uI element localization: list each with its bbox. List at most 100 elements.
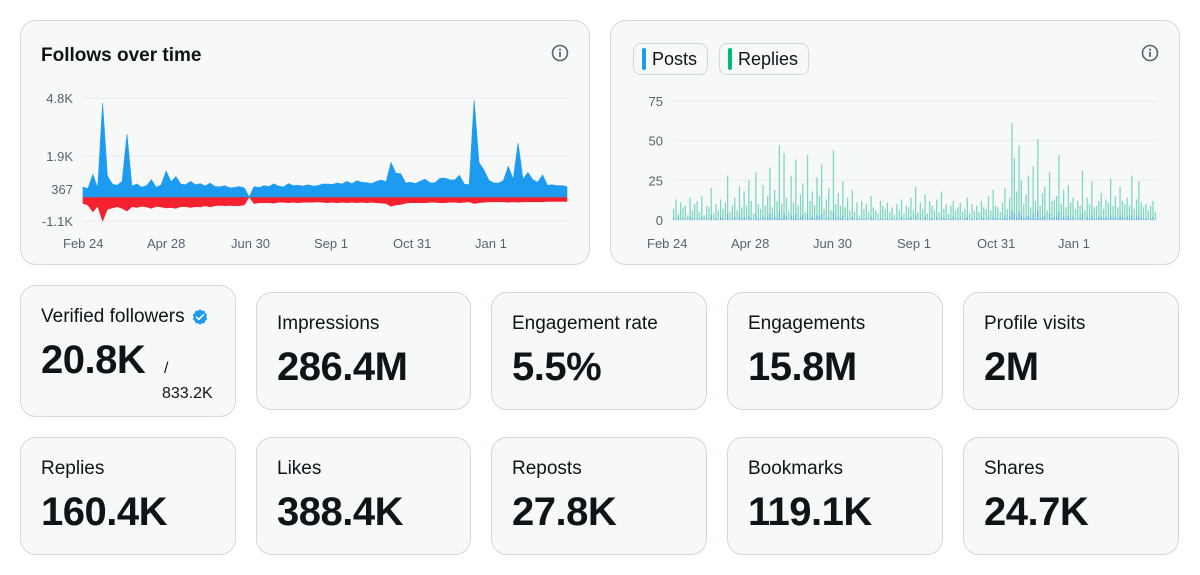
posts-bar xyxy=(1011,210,1013,220)
replies-bar xyxy=(1110,178,1112,220)
posts-bar xyxy=(1140,218,1142,220)
replies-bar xyxy=(1001,202,1004,220)
info-icon[interactable] xyxy=(1141,44,1159,62)
posts-bar xyxy=(1114,216,1116,220)
replies-bar xyxy=(966,197,968,220)
posts-bar xyxy=(806,213,809,220)
replies-bar xyxy=(1037,139,1039,220)
replies-bar xyxy=(762,185,764,220)
replies-bar xyxy=(1018,145,1020,220)
posts-bar xyxy=(1126,216,1128,220)
metric-card-shares[interactable]: Shares 24.7K xyxy=(963,437,1179,555)
metric-label: Likes xyxy=(277,458,322,479)
metric-card-reposts[interactable]: Reposts 27.8K xyxy=(491,437,707,555)
posts-bar xyxy=(976,218,978,220)
metric-value: 160.4K xyxy=(41,490,167,534)
metric-label: Engagement rate xyxy=(512,313,658,334)
replies-bar xyxy=(987,196,990,220)
replies-bar xyxy=(1027,175,1030,220)
replies-bar xyxy=(1016,191,1018,220)
replies-bar xyxy=(837,193,839,220)
replies-bar xyxy=(950,205,952,220)
replies-bar xyxy=(818,196,820,220)
posts-bar xyxy=(1079,218,1081,220)
replies-bar xyxy=(795,159,797,220)
posts-bar xyxy=(879,218,882,220)
posts-bar xyxy=(1016,216,1018,220)
replies-bar xyxy=(1023,204,1025,220)
info-icon[interactable] xyxy=(551,44,569,62)
legend-replies[interactable]: Replies xyxy=(719,43,810,75)
posts-bar xyxy=(1023,218,1025,220)
posts-bar xyxy=(842,215,844,220)
posts-bar xyxy=(908,218,910,220)
y-tick-label: 4.8K xyxy=(46,91,73,106)
metric-card-profile-visits[interactable]: Profile visits 2M xyxy=(963,292,1179,410)
replies-bar xyxy=(863,208,865,220)
replies-bar xyxy=(717,210,719,220)
posts-bar xyxy=(837,216,839,220)
posts-bar xyxy=(964,218,966,220)
replies-bar xyxy=(1032,166,1034,220)
posts-swatch xyxy=(642,48,646,70)
replies-bar xyxy=(727,175,729,220)
posts-bar xyxy=(1135,216,1138,220)
replies-bar xyxy=(680,202,682,220)
posts-bar xyxy=(802,215,804,220)
posts-bar xyxy=(950,218,952,220)
replies-bar xyxy=(821,164,823,220)
posts-bar xyxy=(945,218,947,220)
posts-bar xyxy=(755,213,757,220)
replies-bar xyxy=(748,180,750,220)
replies-bar xyxy=(945,204,947,220)
replies-bar xyxy=(905,205,907,220)
posts-bar xyxy=(924,216,926,220)
replies-bar xyxy=(687,215,689,220)
replies-bar xyxy=(691,210,694,220)
metric-card-likes[interactable]: Likes 388.4K xyxy=(256,437,471,555)
metric-card-engagement-rate[interactable]: Engagement rate 5.5% xyxy=(491,292,707,410)
posts-bar xyxy=(720,216,722,220)
replies-bar xyxy=(1119,186,1121,220)
posts-bar xyxy=(757,218,759,220)
metric-card-engagements[interactable]: Engagements 15.8M xyxy=(727,292,943,410)
metric-card-impressions[interactable]: Impressions 286.4M xyxy=(256,292,471,410)
posts-bar xyxy=(1032,213,1034,220)
metric-sub-total: 833.2K xyxy=(162,385,213,402)
replies-bar xyxy=(1056,196,1058,220)
posts-bar xyxy=(891,218,893,220)
replies-bar xyxy=(992,189,994,220)
posts-bar xyxy=(748,215,750,220)
replies-bar xyxy=(898,210,900,220)
replies-bar xyxy=(814,205,816,220)
metric-label: Engagements xyxy=(748,313,866,334)
replies-bar xyxy=(1138,181,1140,220)
replies-bar xyxy=(1128,205,1131,220)
x-tick-label: Jan 1 xyxy=(1058,236,1090,251)
metric-card-bookmarks[interactable]: Bookmarks 119.1K xyxy=(727,437,943,555)
follows-lost-area xyxy=(82,196,568,222)
replies-bar xyxy=(1107,202,1109,220)
posts-bar xyxy=(821,213,823,220)
x-tick-label: Oct 31 xyxy=(393,236,431,251)
metric-card-verified-followers[interactable]: Verified followers 20.8K / 833.2K xyxy=(20,285,236,417)
replies-bar xyxy=(729,212,731,220)
replies-bar xyxy=(675,199,677,220)
replies-bar xyxy=(776,201,778,220)
posts-bar xyxy=(959,218,961,220)
replies-bar xyxy=(1009,197,1011,220)
replies-bar xyxy=(743,191,745,220)
replies-bar xyxy=(764,205,766,220)
metric-card-replies[interactable]: Replies 160.4K xyxy=(20,437,236,555)
posts-bar xyxy=(792,218,795,220)
replies-bar xyxy=(1074,208,1077,220)
posts-bar xyxy=(705,218,708,220)
replies-bar xyxy=(922,208,924,220)
posts-bar xyxy=(1105,216,1107,220)
replies-bar xyxy=(865,204,867,220)
replies-bar xyxy=(790,175,792,220)
posts-bar xyxy=(966,216,968,220)
legend-posts[interactable]: Posts xyxy=(633,43,709,75)
replies-bar xyxy=(896,204,898,220)
posts-bar xyxy=(839,218,842,220)
